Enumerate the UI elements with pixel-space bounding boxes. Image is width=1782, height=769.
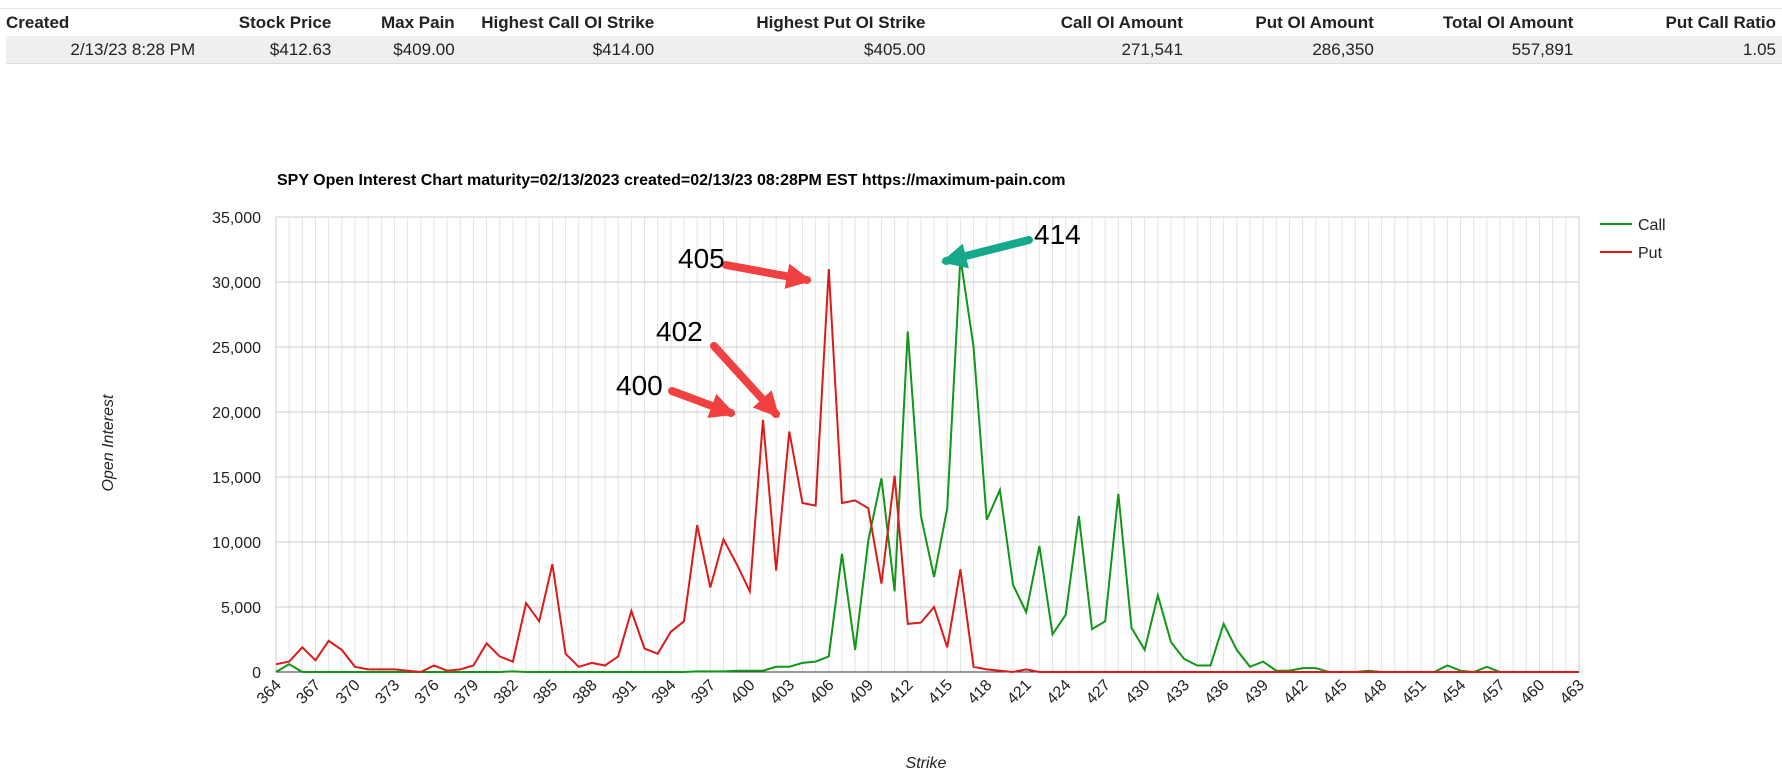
x-tick-label: 451 bbox=[1399, 677, 1430, 708]
x-tick-label: 463 bbox=[1557, 677, 1588, 708]
x-tick-label: 373 bbox=[372, 677, 403, 708]
annotation-label-402: 402 bbox=[656, 316, 703, 347]
header-total-oi-amount: Total OI Amount bbox=[1379, 8, 1580, 36]
x-tick-label: 442 bbox=[1281, 677, 1312, 708]
x-tick-label: 424 bbox=[1044, 677, 1075, 708]
x-tick-label: 376 bbox=[412, 677, 443, 708]
series-line-call bbox=[275, 257, 1579, 674]
cell-created: 2/13/23 8:28 PM bbox=[6, 36, 202, 64]
y-tick-label: 35,000 bbox=[212, 210, 261, 227]
summary-data-row: 2/13/23 8:28 PM $412.63 $409.00 $414.00 … bbox=[6, 36, 1782, 64]
y-tick-label: 20,000 bbox=[212, 405, 261, 422]
x-tick-label: 418 bbox=[965, 677, 996, 708]
header-put-call-ratio: Put Call Ratio bbox=[1579, 8, 1782, 36]
cell-stock-price: $412.63 bbox=[201, 36, 338, 64]
cell-max-pain: $409.00 bbox=[337, 36, 461, 64]
x-tick-label: 436 bbox=[1202, 677, 1233, 708]
y-axis-label: Open Interest bbox=[100, 394, 117, 492]
x-tick-label: 439 bbox=[1241, 677, 1272, 708]
y-tick-label: 30,000 bbox=[212, 275, 261, 292]
x-tick-label: 379 bbox=[451, 677, 482, 708]
header-highest-call-oi-strike: Highest Call OI Strike bbox=[460, 8, 661, 36]
x-tick-label: 403 bbox=[767, 677, 798, 708]
x-tick-label: 385 bbox=[530, 677, 561, 708]
x-tick-label: 388 bbox=[570, 677, 601, 708]
legend-label-call: Call bbox=[1638, 217, 1666, 234]
x-tick-label: 367 bbox=[293, 677, 324, 708]
x-axis-label: Strike bbox=[906, 755, 947, 769]
header-highest-put-oi-strike: Highest Put OI Strike bbox=[660, 8, 932, 36]
y-tick-label: 10,000 bbox=[212, 535, 261, 552]
annotation-label-400: 400 bbox=[616, 370, 663, 401]
x-tick-label: 394 bbox=[649, 677, 680, 708]
cell-put-call-ratio: 1.05 bbox=[1579, 36, 1782, 64]
annotation-arrow-402 bbox=[710, 342, 780, 418]
annotation-label-405: 405 bbox=[678, 243, 725, 274]
x-tick-label: 370 bbox=[333, 677, 364, 708]
y-tick-label: 25,000 bbox=[212, 340, 261, 357]
cell-highest-call-oi-strike: $414.00 bbox=[460, 36, 661, 64]
x-tick-label: 400 bbox=[728, 677, 759, 708]
x-tick-label: 382 bbox=[491, 677, 522, 708]
x-tick-label: 409 bbox=[846, 677, 877, 708]
header-call-oi-amount: Call OI Amount bbox=[931, 8, 1189, 36]
legend-label-put: Put bbox=[1638, 245, 1663, 262]
header-created: Created bbox=[6, 8, 202, 36]
x-tick-label: 397 bbox=[688, 677, 719, 708]
plot-border bbox=[275, 216, 1580, 673]
annotation-arrow-400 bbox=[668, 387, 736, 418]
chart-title: SPY Open Interest Chart maturity=02/13/2… bbox=[277, 172, 1065, 189]
y-tick-label: 0 bbox=[252, 665, 261, 682]
series-line-put bbox=[275, 268, 1579, 674]
header-max-pain: Max Pain bbox=[337, 8, 461, 36]
cell-highest-put-oi-strike: $405.00 bbox=[660, 36, 932, 64]
x-tick-label: 412 bbox=[886, 677, 917, 708]
y-tick-label: 5,000 bbox=[221, 600, 261, 617]
x-tick-label: 430 bbox=[1123, 677, 1154, 708]
x-tick-label: 460 bbox=[1517, 677, 1548, 708]
x-tick-label: 427 bbox=[1083, 677, 1114, 708]
cell-call-oi-amount: 271,541 bbox=[931, 36, 1189, 64]
annotation-arrow-405 bbox=[722, 261, 813, 289]
summary-header-row: Created Stock Price Max Pain Highest Cal… bbox=[6, 8, 1782, 36]
cell-put-oi-amount: 286,350 bbox=[1188, 36, 1380, 64]
y-tick-label: 15,000 bbox=[212, 470, 261, 487]
x-tick-label: 421 bbox=[1004, 677, 1035, 708]
cell-total-oi-amount: 557,891 bbox=[1379, 36, 1580, 64]
header-put-oi-amount: Put OI Amount bbox=[1188, 8, 1380, 36]
x-tick-label: 415 bbox=[925, 677, 956, 708]
annotation-arrow-414 bbox=[941, 236, 1033, 269]
x-tick-label: 391 bbox=[609, 677, 640, 708]
x-tick-label: 433 bbox=[1162, 677, 1193, 708]
x-tick-label: 445 bbox=[1320, 677, 1351, 708]
x-tick-label: 406 bbox=[807, 677, 838, 708]
summary-table: Created Stock Price Max Pain Highest Cal… bbox=[6, 8, 1782, 64]
x-tick-label: 448 bbox=[1360, 677, 1391, 708]
header-stock-price: Stock Price bbox=[201, 8, 338, 36]
x-tick-label: 454 bbox=[1438, 677, 1469, 708]
annotation-label-414: 414 bbox=[1034, 219, 1081, 250]
x-tick-label: 457 bbox=[1478, 677, 1509, 708]
